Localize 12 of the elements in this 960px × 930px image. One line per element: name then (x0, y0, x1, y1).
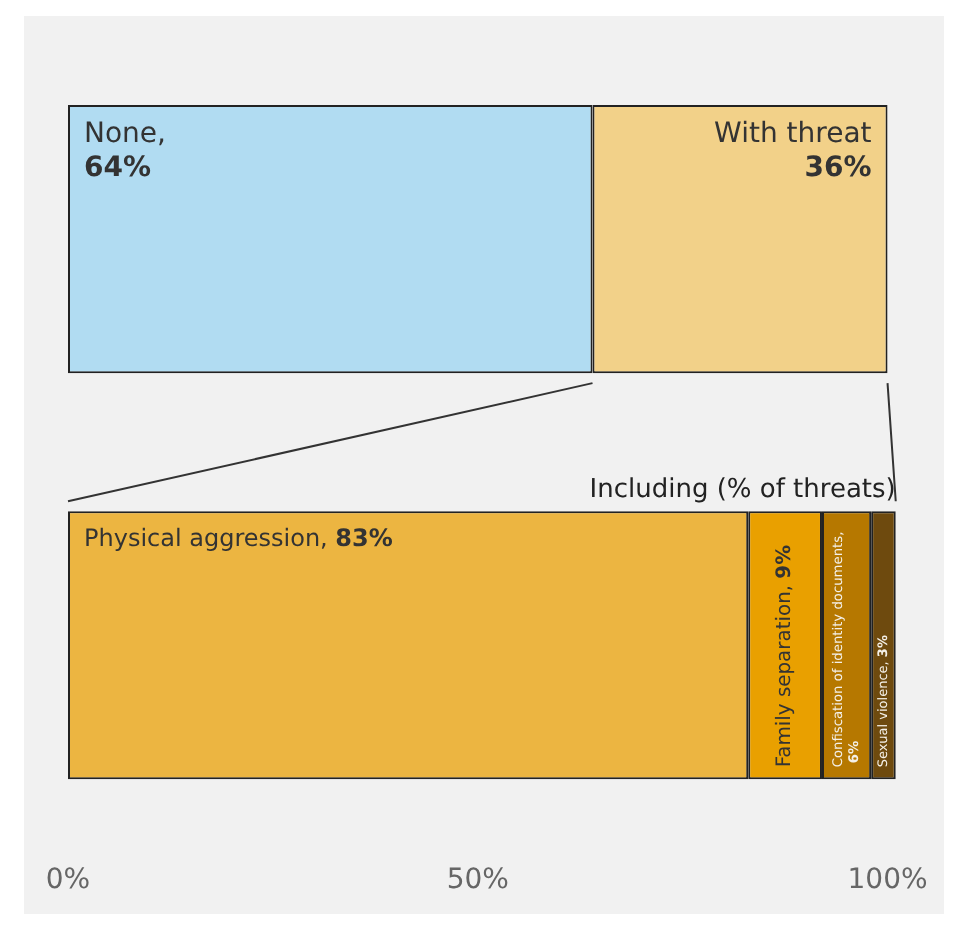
series-label: None, (84, 118, 166, 151)
annotation: Including (% of threats) (589, 475, 896, 505)
data-label: 9% (774, 544, 797, 579)
series-label: Physical aggression, (84, 523, 336, 552)
data-label: 83% (335, 523, 393, 552)
data-label: 36% (804, 152, 872, 185)
x-tick-label: 0% (45, 864, 91, 897)
x-tick-label: 100% (847, 864, 928, 897)
x-tick-label: 50% (446, 864, 509, 897)
series-label: With threat (714, 118, 873, 151)
series-label: Family separation, (774, 584, 797, 768)
data-label: 64% (84, 152, 152, 185)
